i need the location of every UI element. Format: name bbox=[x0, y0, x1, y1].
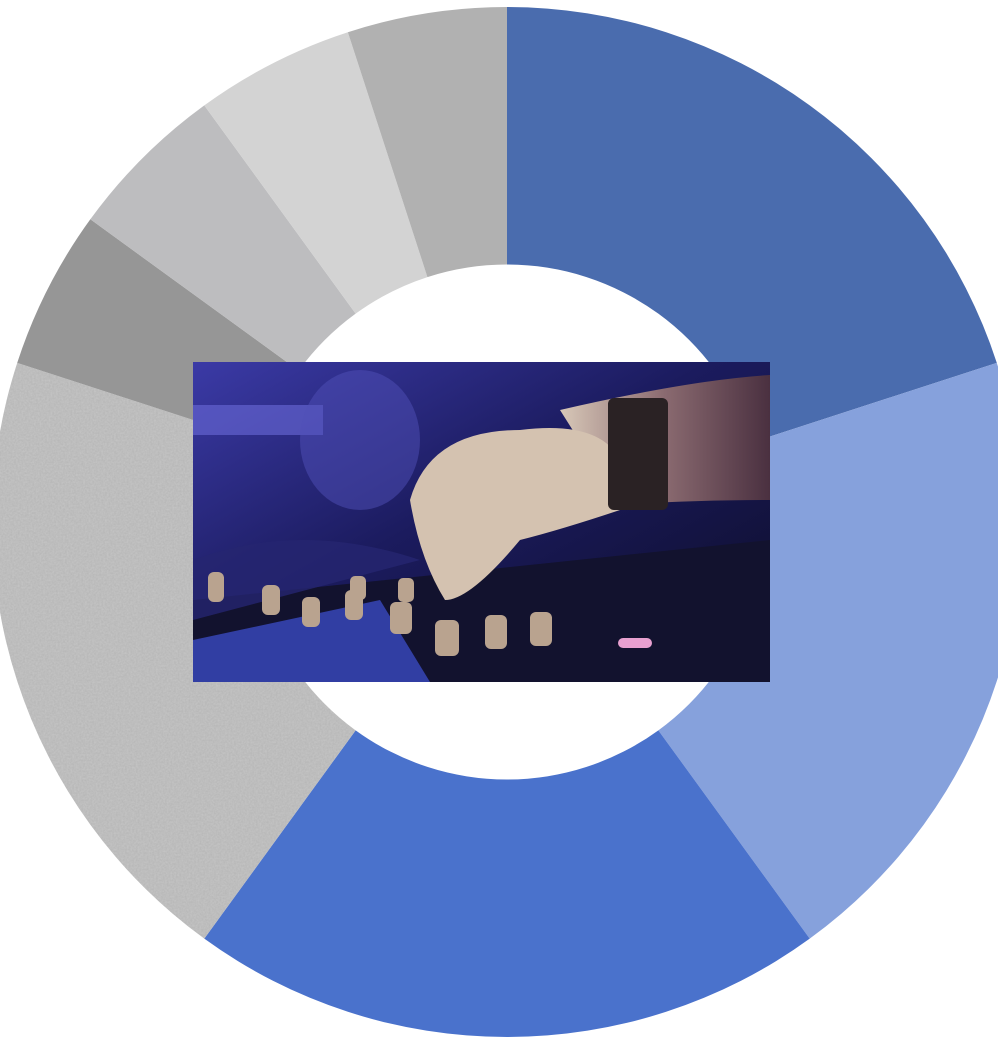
donut-segment bbox=[204, 32, 428, 314]
donut-segment bbox=[658, 362, 998, 939]
photo bbox=[193, 362, 770, 682]
donut-segment bbox=[0, 362, 356, 939]
donut-segment bbox=[90, 105, 356, 371]
donut-segment bbox=[507, 7, 997, 443]
donut-segment bbox=[204, 730, 810, 1038]
donut-segment bbox=[347, 7, 507, 278]
donut bbox=[0, 7, 998, 1038]
